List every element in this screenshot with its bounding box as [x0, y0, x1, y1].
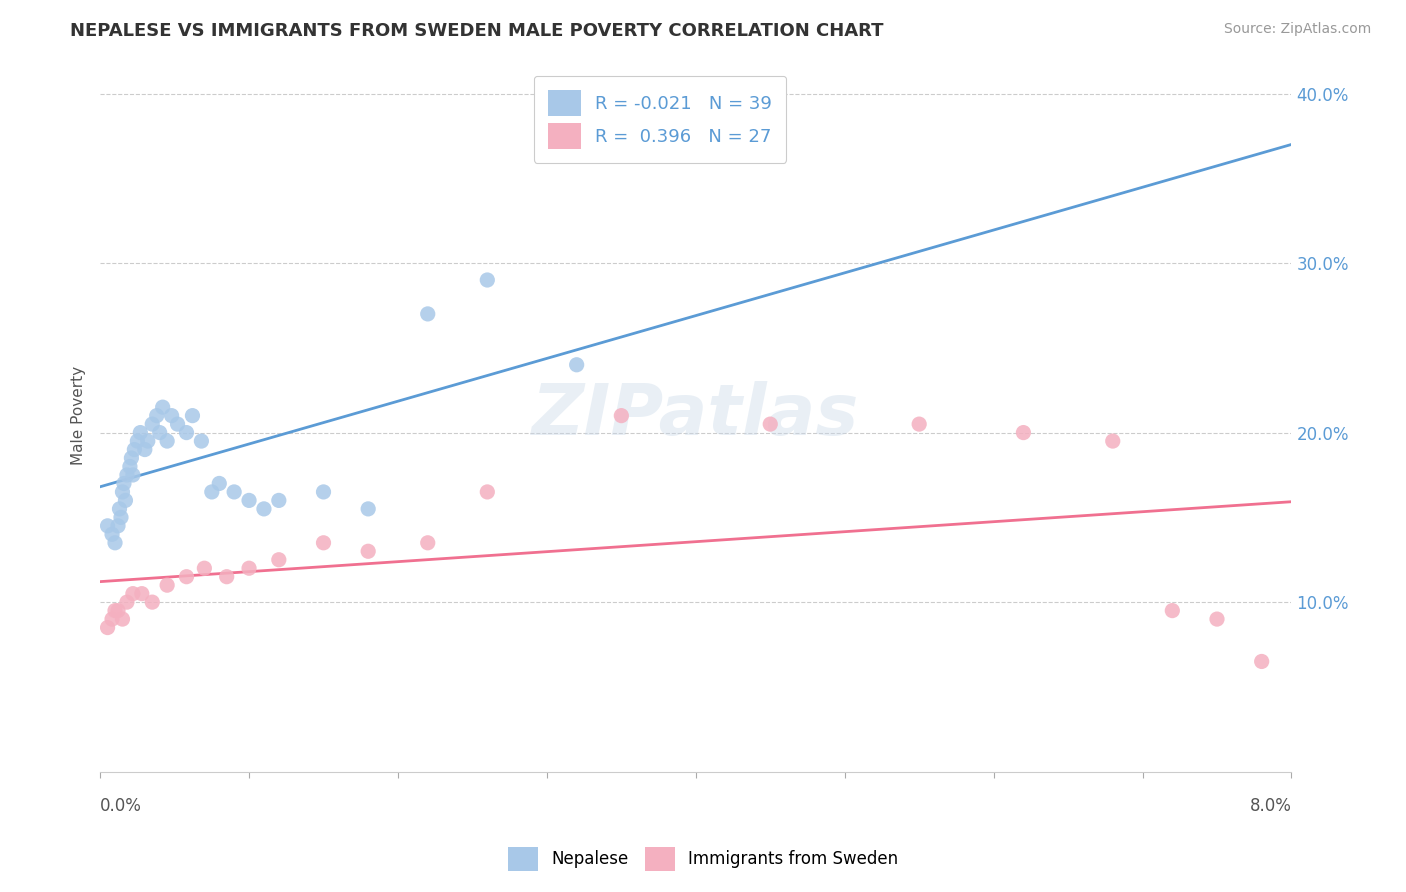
Point: [176, 425, 198, 440]
Point: [565, 358, 588, 372]
Point: [166, 417, 188, 431]
Point: [156, 434, 179, 448]
Point: [115, 467, 138, 482]
Point: [134, 442, 156, 457]
Point: [759, 417, 782, 431]
Point: [201, 484, 224, 499]
Point: [111, 484, 134, 499]
Point: [122, 587, 145, 601]
Point: [1250, 655, 1272, 669]
Point: [1012, 425, 1035, 440]
Point: [1206, 612, 1229, 626]
Point: [610, 409, 633, 423]
Point: [253, 501, 276, 516]
Point: [136, 434, 159, 448]
Point: [238, 493, 260, 508]
Point: [208, 476, 231, 491]
Point: [104, 604, 127, 618]
Point: [120, 450, 142, 465]
Point: [114, 493, 136, 508]
Point: [118, 459, 141, 474]
Point: [110, 510, 132, 524]
Text: 8.0%: 8.0%: [1250, 797, 1292, 814]
Point: [908, 417, 931, 431]
Point: [152, 400, 174, 414]
Point: [104, 536, 127, 550]
Legend: Nepalese, Immigrants from Sweden: Nepalese, Immigrants from Sweden: [499, 839, 907, 880]
Point: [181, 409, 204, 423]
Point: [416, 307, 439, 321]
Text: 0.0%: 0.0%: [100, 797, 142, 814]
Point: [267, 553, 290, 567]
Point: [312, 484, 335, 499]
Point: [176, 570, 198, 584]
Text: Source: ZipAtlas.com: Source: ZipAtlas.com: [1223, 22, 1371, 37]
Point: [224, 484, 246, 499]
Point: [416, 536, 439, 550]
Point: [141, 417, 163, 431]
Point: [312, 536, 335, 550]
Point: [127, 434, 149, 448]
Point: [149, 425, 172, 440]
Point: [101, 527, 124, 541]
Point: [112, 476, 135, 491]
Point: [190, 434, 212, 448]
Point: [115, 595, 138, 609]
Point: [97, 519, 120, 533]
Point: [267, 493, 290, 508]
Point: [1101, 434, 1123, 448]
Point: [357, 501, 380, 516]
Point: [124, 442, 146, 457]
Point: [97, 621, 120, 635]
Point: [108, 501, 131, 516]
Point: [160, 409, 183, 423]
Point: [477, 484, 499, 499]
Point: [238, 561, 260, 575]
Legend: R = -0.021   N = 39, R =  0.396   N = 27: R = -0.021 N = 39, R = 0.396 N = 27: [534, 76, 786, 163]
Point: [193, 561, 215, 575]
Point: [107, 519, 129, 533]
Point: [101, 612, 124, 626]
Point: [215, 570, 238, 584]
Point: [156, 578, 179, 592]
Point: [122, 467, 145, 482]
Text: ZIPatlas: ZIPatlas: [531, 381, 859, 450]
Point: [1161, 604, 1184, 618]
Point: [131, 587, 153, 601]
Point: [141, 595, 163, 609]
Y-axis label: Male Poverty: Male Poverty: [72, 366, 86, 466]
Text: NEPALESE VS IMMIGRANTS FROM SWEDEN MALE POVERTY CORRELATION CHART: NEPALESE VS IMMIGRANTS FROM SWEDEN MALE …: [70, 22, 884, 40]
Point: [107, 604, 129, 618]
Point: [145, 409, 167, 423]
Point: [477, 273, 499, 287]
Point: [111, 612, 134, 626]
Point: [357, 544, 380, 558]
Point: [129, 425, 152, 440]
